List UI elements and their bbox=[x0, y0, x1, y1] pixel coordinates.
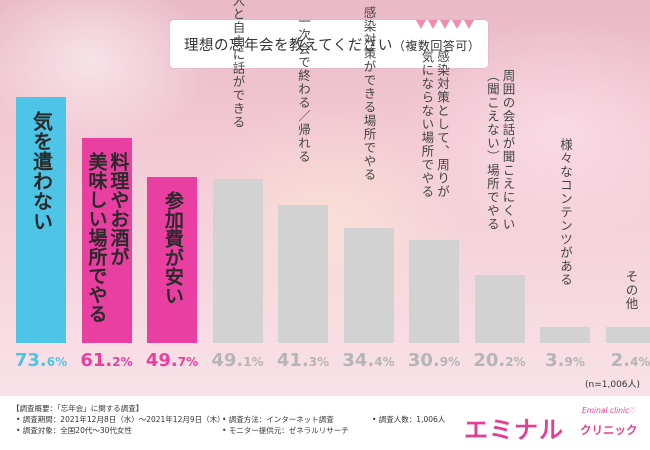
bar-5 bbox=[278, 204, 328, 343]
bar-3: 参加費が安い bbox=[147, 176, 197, 343]
logo-sub-text: クリニック bbox=[580, 423, 638, 437]
title-box: 理想の忘年会を教えてください（複数回答可） bbox=[170, 20, 488, 68]
value-label-int: 3. bbox=[545, 350, 565, 371]
sample-size-note: (n=1,006人) bbox=[585, 380, 641, 390]
value-label-dec: 4% bbox=[374, 355, 395, 369]
value-label-dec: 1% bbox=[243, 355, 264, 369]
bar-label-8: 周囲の会話が聞こえにくい （聞こえない）場所でやる bbox=[484, 69, 516, 232]
value-label-int: 41. bbox=[276, 350, 309, 371]
bar-chart: 気を遣わない 73.6% 料理やお酒が 美味しい場所でやる 61.2% 参加費が安い 49… bbox=[8, 0, 650, 371]
bar-6 bbox=[343, 228, 394, 343]
bar-10 bbox=[605, 327, 650, 343]
value-label-int: 34. bbox=[342, 350, 375, 371]
survey-provider: • モニター提供元：ゼネラルリサーチ bbox=[222, 426, 349, 435]
value-label-1: 73.6% bbox=[8, 350, 74, 371]
value-label-int: 61. bbox=[80, 350, 113, 371]
logo-main-text: エミナル bbox=[464, 416, 564, 444]
bunting-flag bbox=[464, 20, 474, 29]
bar-1: 気を遣わない bbox=[16, 97, 66, 343]
bunting-flag bbox=[416, 20, 426, 29]
value-label-2: 61.2% bbox=[74, 350, 140, 371]
bar-4 bbox=[212, 178, 263, 343]
value-label-dec: 4% bbox=[630, 355, 650, 369]
value-label-9: 3.9% bbox=[532, 350, 598, 371]
value-label-5: 41.3% bbox=[270, 350, 336, 371]
chart-title-suffix: （複数回答可） bbox=[392, 39, 481, 53]
value-label-6: 34.4% bbox=[336, 350, 402, 371]
bar-7 bbox=[409, 239, 459, 343]
value-label-3: 49.7% bbox=[139, 350, 205, 371]
bar-label-10: その他 bbox=[623, 269, 639, 311]
bar-8 bbox=[474, 275, 525, 343]
bar-label-2: 料理やお酒が 美味しい場所でやる bbox=[85, 152, 130, 324]
survey-method: • 調査方法：インターネット調査 bbox=[222, 415, 334, 424]
survey-target: • 調査対象：全国20代〜30代女性 bbox=[16, 426, 132, 435]
bar-label-7: 感染対策として、周りが 気にならない場所でやる bbox=[419, 50, 450, 199]
footer bbox=[0, 396, 650, 450]
bunting-flag bbox=[452, 20, 462, 29]
bar-label-9: 様々なコンテンツがある bbox=[558, 137, 573, 287]
survey-heading: 【調査概要：「忘年会」に関する調査】 bbox=[12, 404, 144, 413]
value-label-int: 73. bbox=[14, 350, 47, 371]
bunting-flag bbox=[428, 20, 438, 29]
value-label-dec: 7% bbox=[177, 355, 199, 369]
value-label-dec: 6% bbox=[46, 355, 68, 369]
value-label-dec: 2% bbox=[112, 355, 133, 369]
value-label-int: 49. bbox=[145, 350, 178, 371]
value-label-dec: 3% bbox=[308, 355, 330, 369]
logo-english: Eminal clinic♡ bbox=[582, 406, 636, 415]
bar-label-5: 一次会で終わる／帰れる bbox=[296, 15, 311, 164]
value-label-int: 30. bbox=[407, 350, 440, 371]
value-label-dec: 9% bbox=[439, 355, 461, 369]
value-label-int: 20. bbox=[473, 350, 506, 371]
chart-title: 理想の忘年会を教えてください（複数回答可） bbox=[184, 38, 481, 54]
value-label-10: 2.4% bbox=[598, 350, 650, 371]
survey-count: • 調査人数：1,006人 bbox=[372, 415, 446, 424]
bar-label-3: 参加費が安い bbox=[161, 190, 184, 305]
bar-label-4: 話したい人と自由に話ができる bbox=[230, 0, 246, 129]
bunting-flag bbox=[440, 20, 450, 29]
clinic-logo: Eminal clinic♡ エミナル クリニック bbox=[462, 404, 644, 444]
bar-2: 料理やお酒が 美味しい場所でやる bbox=[81, 138, 132, 343]
bar-9 bbox=[540, 327, 590, 343]
value-label-7: 30.9% bbox=[401, 350, 467, 371]
survey-summary: 【調査概要：「忘年会」に関する調査】 • 調査期間：2021年12月8日（水）〜… bbox=[12, 403, 452, 447]
bar-label-1: 気を遣わない bbox=[29, 111, 54, 231]
survey-period: • 調査期間：2021年12月8日（水）〜2021年12月9日（木） bbox=[16, 415, 225, 424]
value-label-int: 49. bbox=[211, 350, 244, 371]
value-label-int: 2. bbox=[610, 350, 630, 371]
value-label-8: 20.2% bbox=[467, 350, 533, 371]
value-label-dec: 9% bbox=[564, 355, 585, 369]
bar-label-6: 感染対策ができる場所でやる bbox=[361, 5, 377, 182]
value-label-dec: 2% bbox=[505, 355, 526, 369]
value-label-4: 49.1% bbox=[205, 350, 271, 371]
